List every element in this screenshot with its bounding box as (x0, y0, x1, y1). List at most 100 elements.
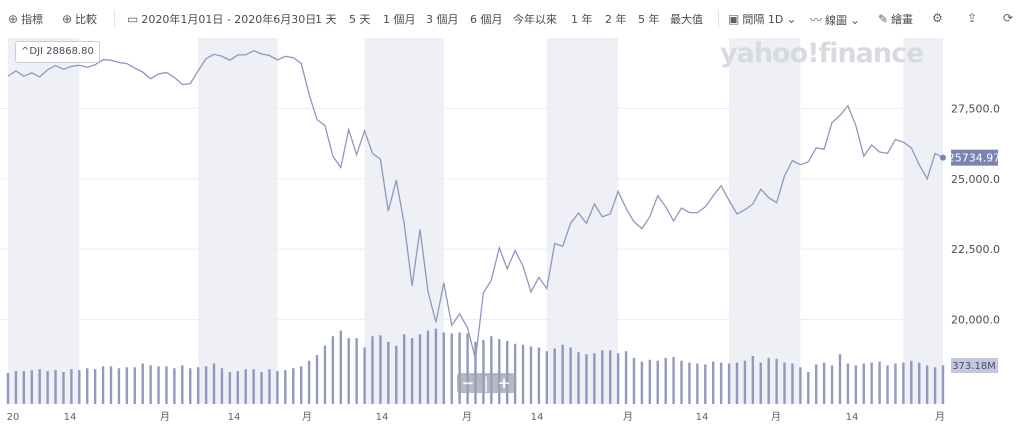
volume-bar (553, 348, 556, 404)
gear-icon: ⚙ (932, 11, 943, 25)
volume-bar (212, 363, 216, 404)
date-range-button[interactable]: ▭ 2020年1月01日 - 2020年6月30日 (127, 11, 316, 27)
volume-bar (918, 362, 921, 404)
volume-bar (577, 352, 580, 404)
volume-bar (854, 365, 858, 404)
volume-bar (712, 361, 715, 404)
price-line (7, 49, 944, 360)
chart-toolbar: ⊕ 指標 ⊕ 比較 ▭ 2020年1月01日 - 2020年6月30日 1 天 5 天… (0, 0, 1024, 38)
volume-bar (490, 336, 493, 404)
volume-bar (418, 334, 422, 404)
volume-bar (62, 372, 65, 404)
volume-bar (228, 372, 232, 404)
volume-bar (727, 363, 731, 404)
reset-button[interactable]: ⟳ (1003, 11, 1013, 25)
volume-bar (22, 371, 26, 404)
draw-button[interactable]: ✎ 繪畫 (878, 11, 913, 27)
interval-button[interactable]: ▣ 間隔 1D ⌄ (728, 11, 796, 27)
volume-bar (767, 357, 770, 404)
range-5y[interactable]: 5 年 (638, 11, 660, 27)
volume-bar (783, 362, 786, 404)
volume-bar (78, 370, 81, 404)
x-tick-label: 月 (935, 411, 945, 423)
x-tick-label: 月 (623, 411, 633, 423)
volume-bar (395, 345, 398, 404)
range-ytd[interactable]: 今年以來 (513, 11, 557, 27)
volume-bar (609, 350, 612, 404)
y-tick-label: 27,500.0 (951, 102, 1000, 115)
volume-bar (70, 369, 73, 404)
volume-bar (791, 363, 794, 404)
yahoo-finance-logo: yahoo!finance (720, 38, 924, 69)
x-tick-label: 20 (7, 412, 20, 423)
interval-label: 間隔 1D (742, 13, 784, 26)
range-5d[interactable]: 5 天 (349, 11, 371, 27)
share-button[interactable]: ⇪ (967, 11, 977, 25)
zoom-out-button[interactable]: − (461, 374, 475, 392)
indicators-button[interactable]: ⊕ 指標 (8, 11, 43, 27)
volume-bar (545, 351, 549, 404)
zoom-control[interactable]: − | + (457, 373, 515, 393)
volume-bar (822, 362, 826, 404)
volume-bar (109, 366, 113, 404)
volume-bar (379, 335, 382, 404)
x-tick-label: 14 (228, 412, 241, 423)
volume-bar (624, 351, 628, 404)
volume-bar (696, 363, 699, 404)
last-volume-label: 373.18M (952, 361, 996, 372)
month-shade-band (729, 38, 801, 404)
volume-bar (902, 362, 905, 404)
volume-bar (149, 365, 152, 404)
volume-bar (93, 369, 97, 404)
x-tick-label: 月 (462, 411, 472, 423)
chevron-down-icon: ⌄ (786, 12, 797, 26)
volume-bar (236, 371, 239, 404)
month-shade-band (546, 38, 619, 404)
volume-bar (719, 362, 723, 404)
volume-bar (743, 360, 747, 404)
range-1m[interactable]: 1 個月 (383, 11, 416, 27)
settings-button[interactable]: ⚙ (932, 11, 943, 25)
month-shade-band (198, 38, 278, 404)
chart-type-button[interactable]: 〰線圖 ⌄ (810, 11, 860, 28)
symbol-label: ^DJI 28868.80 (15, 41, 100, 63)
range-label: 1 年 (571, 13, 593, 26)
volume-bar (38, 369, 41, 404)
draw-label: 繪畫 (891, 13, 914, 26)
range-3m[interactable]: 3 個月 (426, 11, 459, 27)
month-shade-band (903, 38, 943, 404)
last-price-label: 25734.97 (948, 152, 1001, 165)
volume-bar (672, 356, 675, 404)
volume-bar (656, 360, 659, 404)
range-1d[interactable]: 1 天 (315, 11, 337, 27)
volume-bar (402, 334, 406, 404)
volume-bar (640, 361, 644, 404)
volume-bar (751, 356, 755, 404)
zoom-in-button[interactable]: + (497, 374, 511, 392)
volume-bar (165, 366, 168, 404)
range-label: 今年以來 (513, 13, 557, 26)
volume-bar (862, 363, 865, 404)
range-label: 5 天 (349, 13, 371, 26)
share-icon: ⇪ (967, 11, 978, 25)
last-volume-tag (951, 358, 998, 373)
volume-bar (561, 344, 564, 404)
volume-bar (688, 362, 691, 404)
volume-bar (759, 362, 762, 404)
range-1y[interactable]: 1 年 (571, 11, 593, 27)
last-price-tag (951, 149, 998, 166)
volume-bar (680, 360, 683, 404)
compare-label: 比較 (75, 13, 98, 26)
compare-button[interactable]: ⊕ 比較 (62, 11, 97, 27)
volume-bar (410, 338, 414, 404)
range-max[interactable]: 最大值 (670, 11, 703, 27)
range-2y[interactable]: 2 年 (605, 11, 627, 27)
volume-bar (442, 332, 446, 404)
volume-bar (648, 359, 652, 404)
stock-chart[interactable]: 27,500.0 25,000.0 22,500.0 20,000.0 25734.97… (0, 38, 1024, 432)
volume-bar (505, 340, 509, 404)
range-6m[interactable]: 6 個月 (470, 11, 503, 27)
volume-bar (894, 363, 897, 404)
divider (718, 10, 719, 28)
plus-circle-icon: ⊕ (62, 12, 73, 26)
